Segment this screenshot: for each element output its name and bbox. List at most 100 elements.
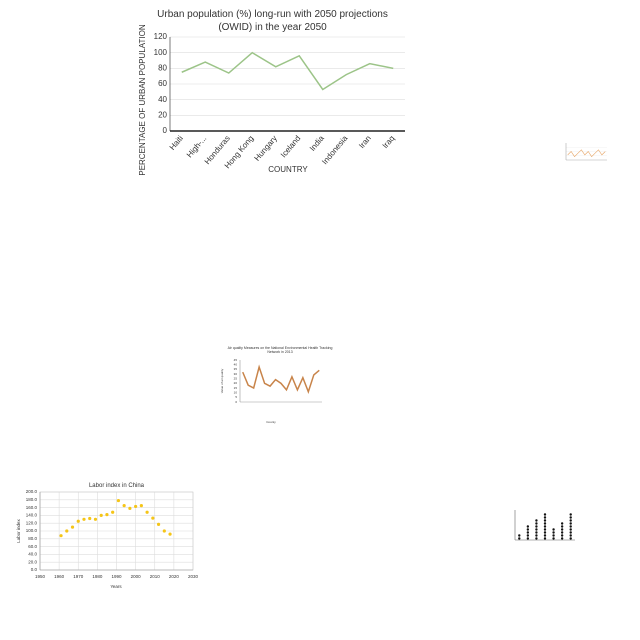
y-tick-label: 60 [158,79,167,88]
y-tick-label: 25 [234,376,238,380]
dot-column [518,534,521,540]
point [139,504,143,508]
dot [535,537,538,540]
y-tick-label: 10 [234,390,238,394]
y-tick-label: 40 [158,95,167,104]
y-tick-label: 0.0 [31,567,38,572]
y-axis-label: Labor index [16,518,21,542]
y-tick-label: 120 [154,32,168,41]
point [65,529,69,533]
point [156,522,161,526]
y-tick-label: 5 [235,395,237,399]
x-tick-label: 1980 [92,574,103,579]
dot [518,534,521,537]
y-tick-label: 20.0 [28,559,37,564]
dot [560,522,564,525]
dot [535,531,538,534]
y-axis-label: Value of air quality [220,368,224,393]
y-tick-label: 30 [234,372,238,376]
point [122,504,126,508]
point [59,534,63,538]
point [168,532,172,536]
dot [535,519,538,522]
y-tick-label: 45 [234,358,238,362]
y-tick-label: 40.0 [28,552,37,557]
dot [543,528,547,531]
x-axis-label: County [266,420,276,424]
y-tick-label: 40 [234,362,238,366]
dot [543,531,547,534]
line-series [242,364,320,394]
dot [569,537,572,540]
x-tick-label: 2030 [188,574,199,579]
dot [543,519,547,522]
dot [552,528,555,531]
dot [569,534,572,537]
y-tick-label: 20 [234,381,238,385]
x-tick-label: 1960 [54,574,65,579]
point [93,517,98,521]
x-tick-label: High-... [185,134,208,160]
dot [560,525,564,528]
y-tick-label: 80 [158,63,167,72]
dot [560,531,564,534]
line-series [181,51,394,91]
dot [535,528,538,531]
x-tick-label: 2020 [169,574,180,579]
point [145,510,149,514]
dot [535,525,538,528]
dot [569,516,572,519]
dot [569,519,572,522]
point [105,513,109,517]
dot [569,531,572,534]
point [82,517,86,521]
y-tick-label: 60.0 [28,544,37,549]
x-axis-label: COUNTRY [268,165,308,174]
point [76,519,80,523]
dot [526,525,530,528]
y-tick-label: 0 [163,126,168,135]
dot [518,537,521,540]
point [116,498,121,503]
dot-column [569,513,572,540]
x-tick-label: Haiti [168,134,185,152]
line-series [567,149,606,158]
x-tick-label: 1970 [73,574,84,579]
dot [569,513,572,516]
dot [569,528,572,531]
chart-title: Urban population (%) long-run with 2050 … [157,9,388,33]
point [111,510,115,514]
dot [560,528,564,531]
dot [535,534,538,537]
dot [535,522,538,525]
y-tick-label: 0 [235,400,237,404]
x-tick-label: 2000 [131,574,142,579]
dot-column [543,513,547,540]
x-tick-label: Iraq [381,134,397,150]
y-tick-label: 15 [234,386,238,390]
x-axis-label: Years [110,584,122,589]
dot [543,537,547,540]
x-tick-label: Hungary [253,134,279,163]
point [128,506,132,510]
x-tick-label: Iceland [279,134,302,160]
dot [543,525,547,528]
point [99,513,103,518]
dot [560,534,564,537]
point [162,529,166,533]
point [70,525,75,529]
dot [552,531,555,534]
chart-title: Air quality Measures on the National Env… [227,346,333,355]
y-tick-label: 160.0 [26,505,38,510]
x-tick-label: 2010 [150,574,161,579]
y-tick-label: 200.0 [26,489,38,494]
dot-column [560,522,564,540]
x-tick-label: 1990 [111,574,122,579]
dot [569,522,572,525]
y-tick-label: 120.0 [26,520,38,525]
x-tick-label: 1950 [35,574,46,579]
y-tick-label: 140.0 [26,513,38,518]
y-tick-label: 100 [154,48,168,57]
dot-column [526,525,530,540]
